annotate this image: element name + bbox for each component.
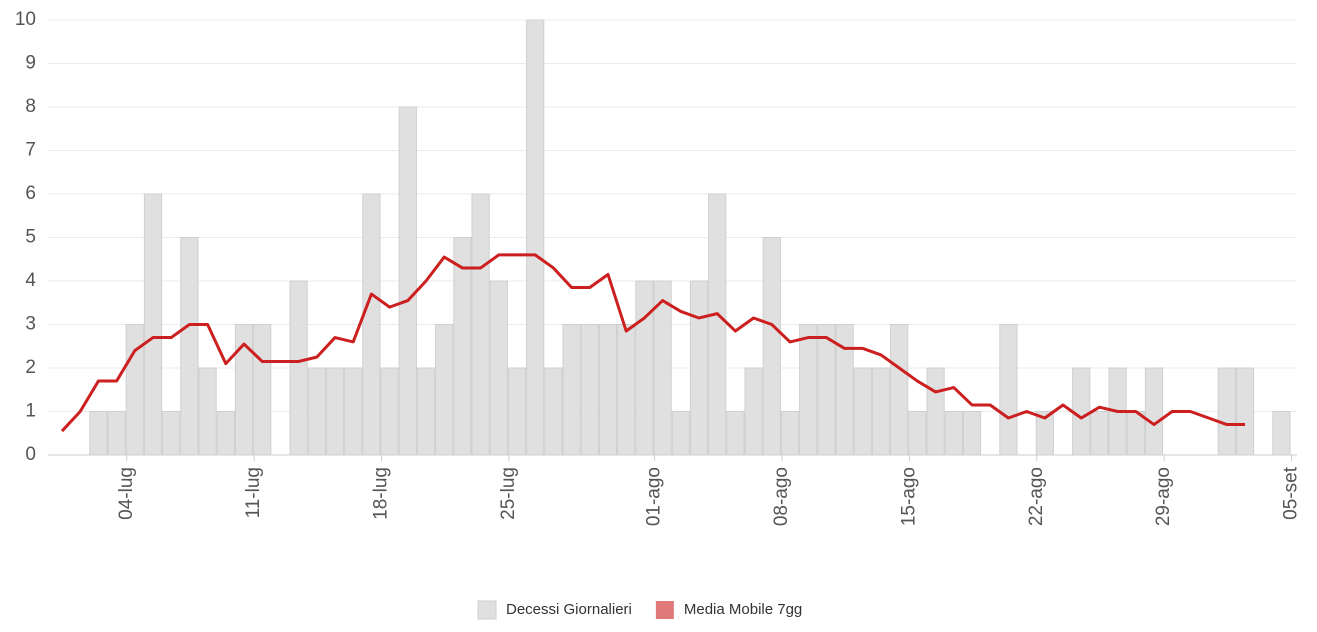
- bar: [671, 411, 690, 456]
- bar: [526, 19, 545, 456]
- bar: [89, 411, 108, 456]
- bar: [799, 324, 818, 456]
- bar: [635, 280, 654, 456]
- bar: [325, 367, 345, 456]
- bar: [999, 324, 1018, 456]
- bar: [653, 280, 672, 456]
- y-tick-label: 2: [25, 357, 36, 378]
- bar: [289, 280, 308, 456]
- bar: [234, 324, 254, 456]
- legend: Decessi Giornalieri Media Mobile 7gg: [477, 600, 802, 620]
- bar: [780, 411, 800, 456]
- x-tick-label: 08-ago: [771, 467, 792, 526]
- y-tick-label: 9: [25, 53, 36, 74]
- bar: [689, 280, 709, 456]
- bar: [507, 367, 527, 456]
- bar: [617, 324, 636, 456]
- bar: [908, 411, 927, 456]
- bar: [1072, 367, 1091, 456]
- x-tick-label: 22-ago: [1026, 467, 1047, 526]
- bar: [1035, 411, 1054, 456]
- bar: [1217, 367, 1236, 456]
- bar: [562, 324, 581, 456]
- bar: [307, 367, 326, 456]
- bar: [398, 106, 417, 456]
- bar: [489, 280, 508, 456]
- bar: [216, 411, 235, 456]
- y-tick-label: 10: [15, 9, 36, 30]
- bar: [380, 367, 399, 456]
- x-tick-label: 25-lug: [498, 467, 519, 520]
- bar: [1144, 367, 1164, 456]
- y-tick-label: 6: [25, 183, 36, 204]
- x-tick-label: 01-ago: [644, 467, 665, 526]
- bar: [1090, 411, 1109, 456]
- bar: [835, 324, 854, 456]
- bar: [890, 324, 909, 456]
- bar: [817, 324, 836, 456]
- bar: [598, 324, 618, 456]
- bar: [853, 367, 872, 456]
- legend-swatch: [477, 600, 497, 620]
- legend-label: Decessi Giornalieri: [506, 601, 632, 618]
- bar: [708, 193, 727, 456]
- y-tick-label: 7: [25, 140, 36, 161]
- y-tick-label: 8: [25, 96, 36, 117]
- y-tick-label: 4: [25, 270, 36, 291]
- bar: [416, 367, 436, 456]
- x-tick-label: 04-lug: [116, 467, 137, 520]
- x-tick-label: 29-ago: [1153, 467, 1174, 526]
- bar: [762, 237, 781, 456]
- bar: [1272, 411, 1291, 456]
- bar: [926, 367, 945, 456]
- bar: [453, 237, 472, 456]
- x-tick-label: 15-ago: [898, 467, 919, 526]
- y-tick-label: 5: [25, 227, 36, 248]
- bar: [544, 367, 563, 456]
- bar: [944, 411, 963, 456]
- bar: [471, 193, 490, 456]
- bar: [125, 324, 144, 456]
- legend-swatch: [655, 601, 674, 619]
- bar: [1235, 367, 1255, 456]
- bar: [143, 193, 163, 456]
- bar: [162, 411, 181, 456]
- y-tick-label: 1: [25, 401, 36, 422]
- bar: [253, 324, 272, 456]
- y-tick-label: 3: [25, 314, 36, 335]
- bar: [107, 411, 126, 456]
- bar: [962, 411, 982, 456]
- x-tick-label: 18-lug: [371, 467, 392, 520]
- bar: [435, 324, 454, 456]
- x-tick-label: 11-lug: [243, 467, 264, 518]
- bar: [362, 193, 381, 456]
- bar: [198, 367, 217, 456]
- bar: [580, 324, 599, 456]
- legend-label: Media Mobile 7gg: [684, 601, 802, 618]
- x-tick-label: 05-set: [1281, 466, 1302, 520]
- bar: [744, 367, 763, 456]
- bar: [871, 367, 891, 456]
- bar: [1126, 411, 1145, 456]
- y-tick-label: 0: [25, 444, 36, 465]
- bar: [180, 237, 199, 456]
- bar: [726, 411, 745, 456]
- line: [60, 253, 1245, 433]
- bar: [344, 367, 363, 456]
